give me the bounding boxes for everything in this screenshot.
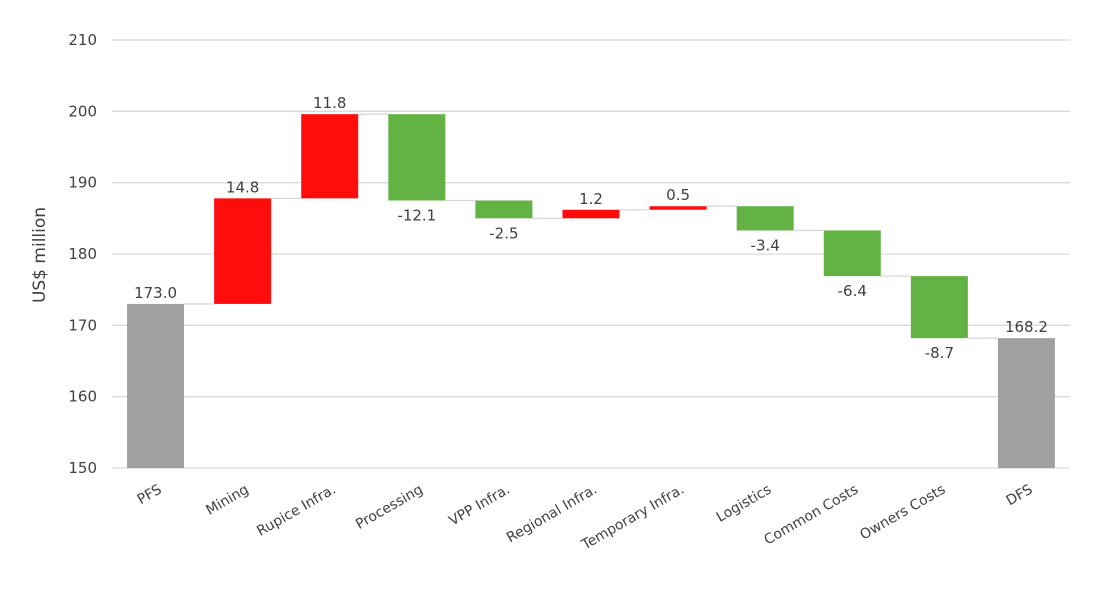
x-category-label: VPP Infra. [446,482,513,530]
y-tick-label: 180 [68,245,97,263]
bar-increase [562,209,620,219]
bar-decrease [823,230,881,277]
y-tick-label: 150 [68,459,97,477]
bar-decrease [910,276,968,339]
x-category-label: PFS [135,482,165,508]
data-label: 168.2 [1005,318,1048,336]
y-tick-label: 200 [68,102,97,120]
data-label: 173.0 [134,284,177,302]
y-tick-label: 160 [68,388,97,406]
data-label: 11.8 [313,94,346,112]
data-label: -6.4 [838,282,867,300]
data-label: 0.5 [666,186,690,204]
x-category-label: Processing [353,482,426,533]
bar-total [127,303,185,468]
data-label: -3.4 [751,236,780,254]
data-label: -2.5 [489,224,518,242]
bar-total [997,338,1055,468]
connectors [184,113,998,339]
bars [127,114,1055,468]
data-label: -8.7 [925,344,954,362]
gridlines [112,39,1070,469]
bar-increase [214,198,272,304]
x-axis-labels: PFS Mining Rupice Infra. Processing VPP Infr… [135,482,1036,554]
y-tick-label: 190 [68,174,97,192]
data-label: -12.1 [397,207,436,225]
bar-increase [649,206,707,210]
x-category-label: Owners Costs [857,482,948,544]
x-category-label: Common Costs [762,482,862,549]
x-category-label: Rupice Infra. [254,482,338,540]
x-category-label: Logistics [714,482,774,526]
data-labels: 173.0 14.8 11.8 -12.1 -2.5 1.2 0.5 -3.4 -6.4 -8.7… [134,94,1048,362]
bar-increase [301,114,359,199]
y-tick-label: 210 [68,31,97,49]
y-axis-title: US$ million [30,207,50,303]
y-tick-label: 170 [68,316,97,334]
data-label: 14.8 [226,178,259,196]
x-category-label: Mining [203,482,251,519]
x-category-label: DFS [1004,482,1036,510]
bar-decrease [388,114,446,201]
bar-decrease [736,206,794,231]
data-label: 1.2 [579,190,603,208]
y-axis-ticks: 150 160 170 180 190 200 210 [68,31,97,477]
bar-decrease [475,200,533,219]
